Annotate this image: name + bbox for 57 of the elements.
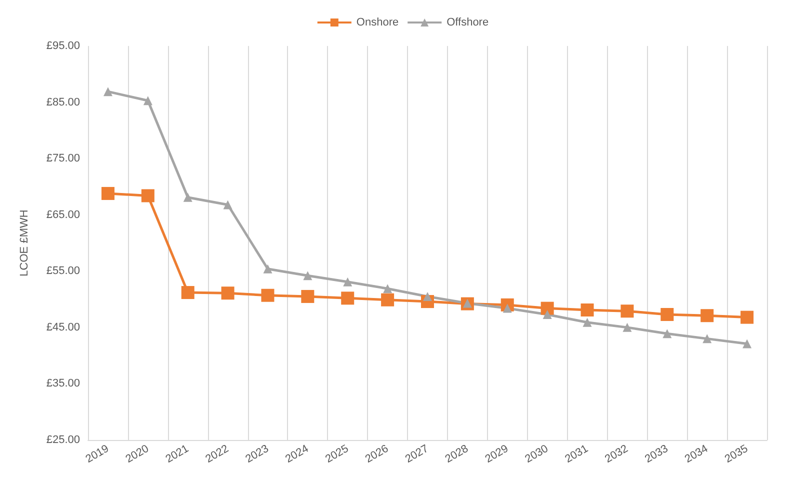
point: [341, 292, 354, 305]
x-tick-label: 2030: [523, 442, 550, 466]
x-tick-label: 2023: [244, 442, 271, 466]
x-tick-label: 2019: [84, 442, 111, 466]
point: [620, 304, 634, 318]
point: [582, 318, 592, 327]
point: [343, 277, 352, 286]
x-tick-label: 2020: [124, 442, 151, 466]
point: [101, 186, 114, 200]
x-tick-label: 2027: [403, 442, 430, 466]
point: [580, 303, 594, 316]
point: [141, 189, 154, 202]
y-axis-title: LCOE £MWH: [18, 210, 30, 276]
point: [143, 96, 152, 106]
point: [542, 310, 552, 319]
x-tick-label: 2025: [323, 442, 351, 466]
point: [540, 302, 554, 315]
point: [181, 286, 194, 300]
y-tick-label: £65.00: [46, 208, 80, 221]
x-tick-label: 2024: [284, 442, 311, 466]
y-tick-label: £75.00: [46, 152, 80, 165]
point: [622, 322, 632, 332]
x-tick-label: 2035: [722, 442, 750, 466]
x-tick-label: 2034: [682, 442, 710, 466]
x-tick-label: 2031: [563, 442, 590, 466]
point: [261, 288, 274, 302]
y-tick-label: £55.00: [46, 265, 80, 278]
point: [303, 271, 312, 280]
point: [660, 308, 674, 321]
point: [223, 200, 232, 210]
x-tick-label: 2028: [443, 442, 470, 466]
y-tick-label: £35.00: [46, 378, 80, 390]
x-tick-label: 2026: [363, 442, 391, 466]
point: [221, 286, 234, 300]
point: [702, 334, 712, 344]
y-tick-label: £95.00: [46, 40, 80, 52]
x-tick-label: 2029: [483, 442, 510, 466]
point: [662, 329, 672, 338]
point: [700, 309, 714, 322]
point: [183, 192, 192, 202]
legend-label: Onshore: [356, 16, 399, 28]
point: [263, 264, 272, 274]
y-tick-label: £45.00: [46, 321, 80, 334]
point: [383, 284, 392, 294]
x-tick-label: 2032: [603, 442, 630, 466]
point: [301, 290, 314, 303]
point: [740, 310, 754, 324]
point: [742, 339, 752, 348]
y-tick-label: £25.00: [46, 434, 80, 446]
legend-label: Offshore: [446, 16, 489, 28]
point: [423, 292, 432, 301]
point: [103, 87, 112, 96]
x-tick-label: 2033: [642, 442, 670, 466]
y-tick-label: £85.00: [46, 96, 80, 108]
point: [381, 293, 394, 306]
x-tick-label: 2021: [164, 442, 191, 466]
x-tick-label: 2022: [204, 442, 231, 466]
